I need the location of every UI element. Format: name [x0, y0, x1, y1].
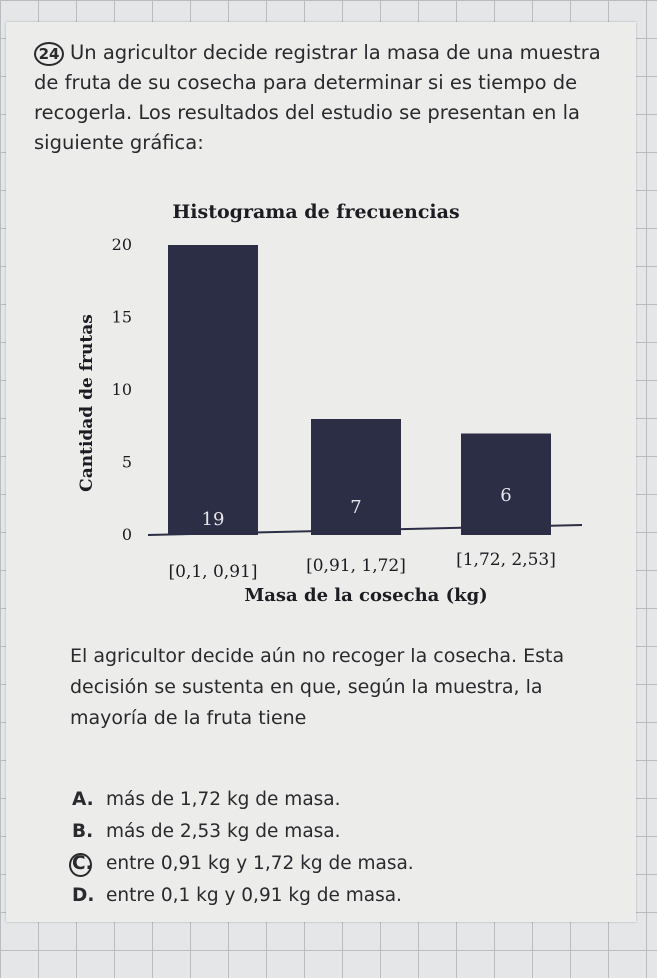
question-followup: El agricultor decide aún no recoger la c… [70, 645, 565, 729]
histogram-chart: Histograma de frecuencias Cantidad de fr… [77, 201, 583, 606]
x-category-label: [0,1, 0,91] [169, 562, 258, 582]
option-text: entre 0,91 kg y 1,72 kg de masa. [106, 853, 414, 874]
option-letter: B. [72, 821, 94, 842]
y-tick-label: 15 [112, 308, 132, 327]
x-category-label: [1,72, 2,53] [456, 550, 556, 570]
option-text: entre 0,1 kg y 0,91 kg de masa. [106, 885, 402, 906]
bar-value-label: 7 [350, 497, 361, 518]
option-letter: A. [72, 789, 94, 810]
y-tick-label: 20 [112, 235, 132, 254]
option-a[interactable]: A. más de 1,72 kg de masa. [72, 784, 632, 816]
y-tick-label: 0 [122, 525, 132, 544]
chart-title: Histograma de frecuencias [172, 201, 459, 223]
histogram-bar [168, 245, 258, 535]
question-number: 24 [34, 42, 64, 66]
option-letter-circled: C. [69, 848, 106, 880]
option-c[interactable]: C. entre 0,91 kg y 1,72 kg de masa. [69, 848, 632, 880]
x-axis-label: Masa de la cosecha (kg) [244, 585, 487, 606]
question-statement: 24 Un agricultor decide registrar la masa… [34, 38, 614, 158]
option-d[interactable]: D. entre 0,1 kg y 0,91 kg de masa. [72, 880, 632, 912]
answer-options: A. más de 1,72 kg de masa. B. más de 2,53 … [69, 784, 632, 912]
option-text: más de 2,53 kg de masa. [106, 821, 341, 842]
histogram-bar [461, 433, 551, 535]
bar-value-label: 19 [202, 509, 225, 530]
y-tick-label: 10 [112, 380, 132, 399]
y-tick-label: 5 [122, 453, 132, 472]
x-category-label: [0,91, 1,72] [306, 556, 406, 576]
histogram-bar [311, 419, 401, 535]
bar-value-label: 6 [500, 485, 511, 506]
option-b[interactable]: B. más de 2,53 kg de masa. [72, 816, 632, 848]
option-letter: D. [72, 885, 95, 906]
y-axis-label: Cantidad de frutas [77, 314, 97, 492]
option-text: más de 1,72 kg de masa. [106, 789, 341, 810]
question-text: Un agricultor decide registrar la masa d… [34, 41, 601, 154]
